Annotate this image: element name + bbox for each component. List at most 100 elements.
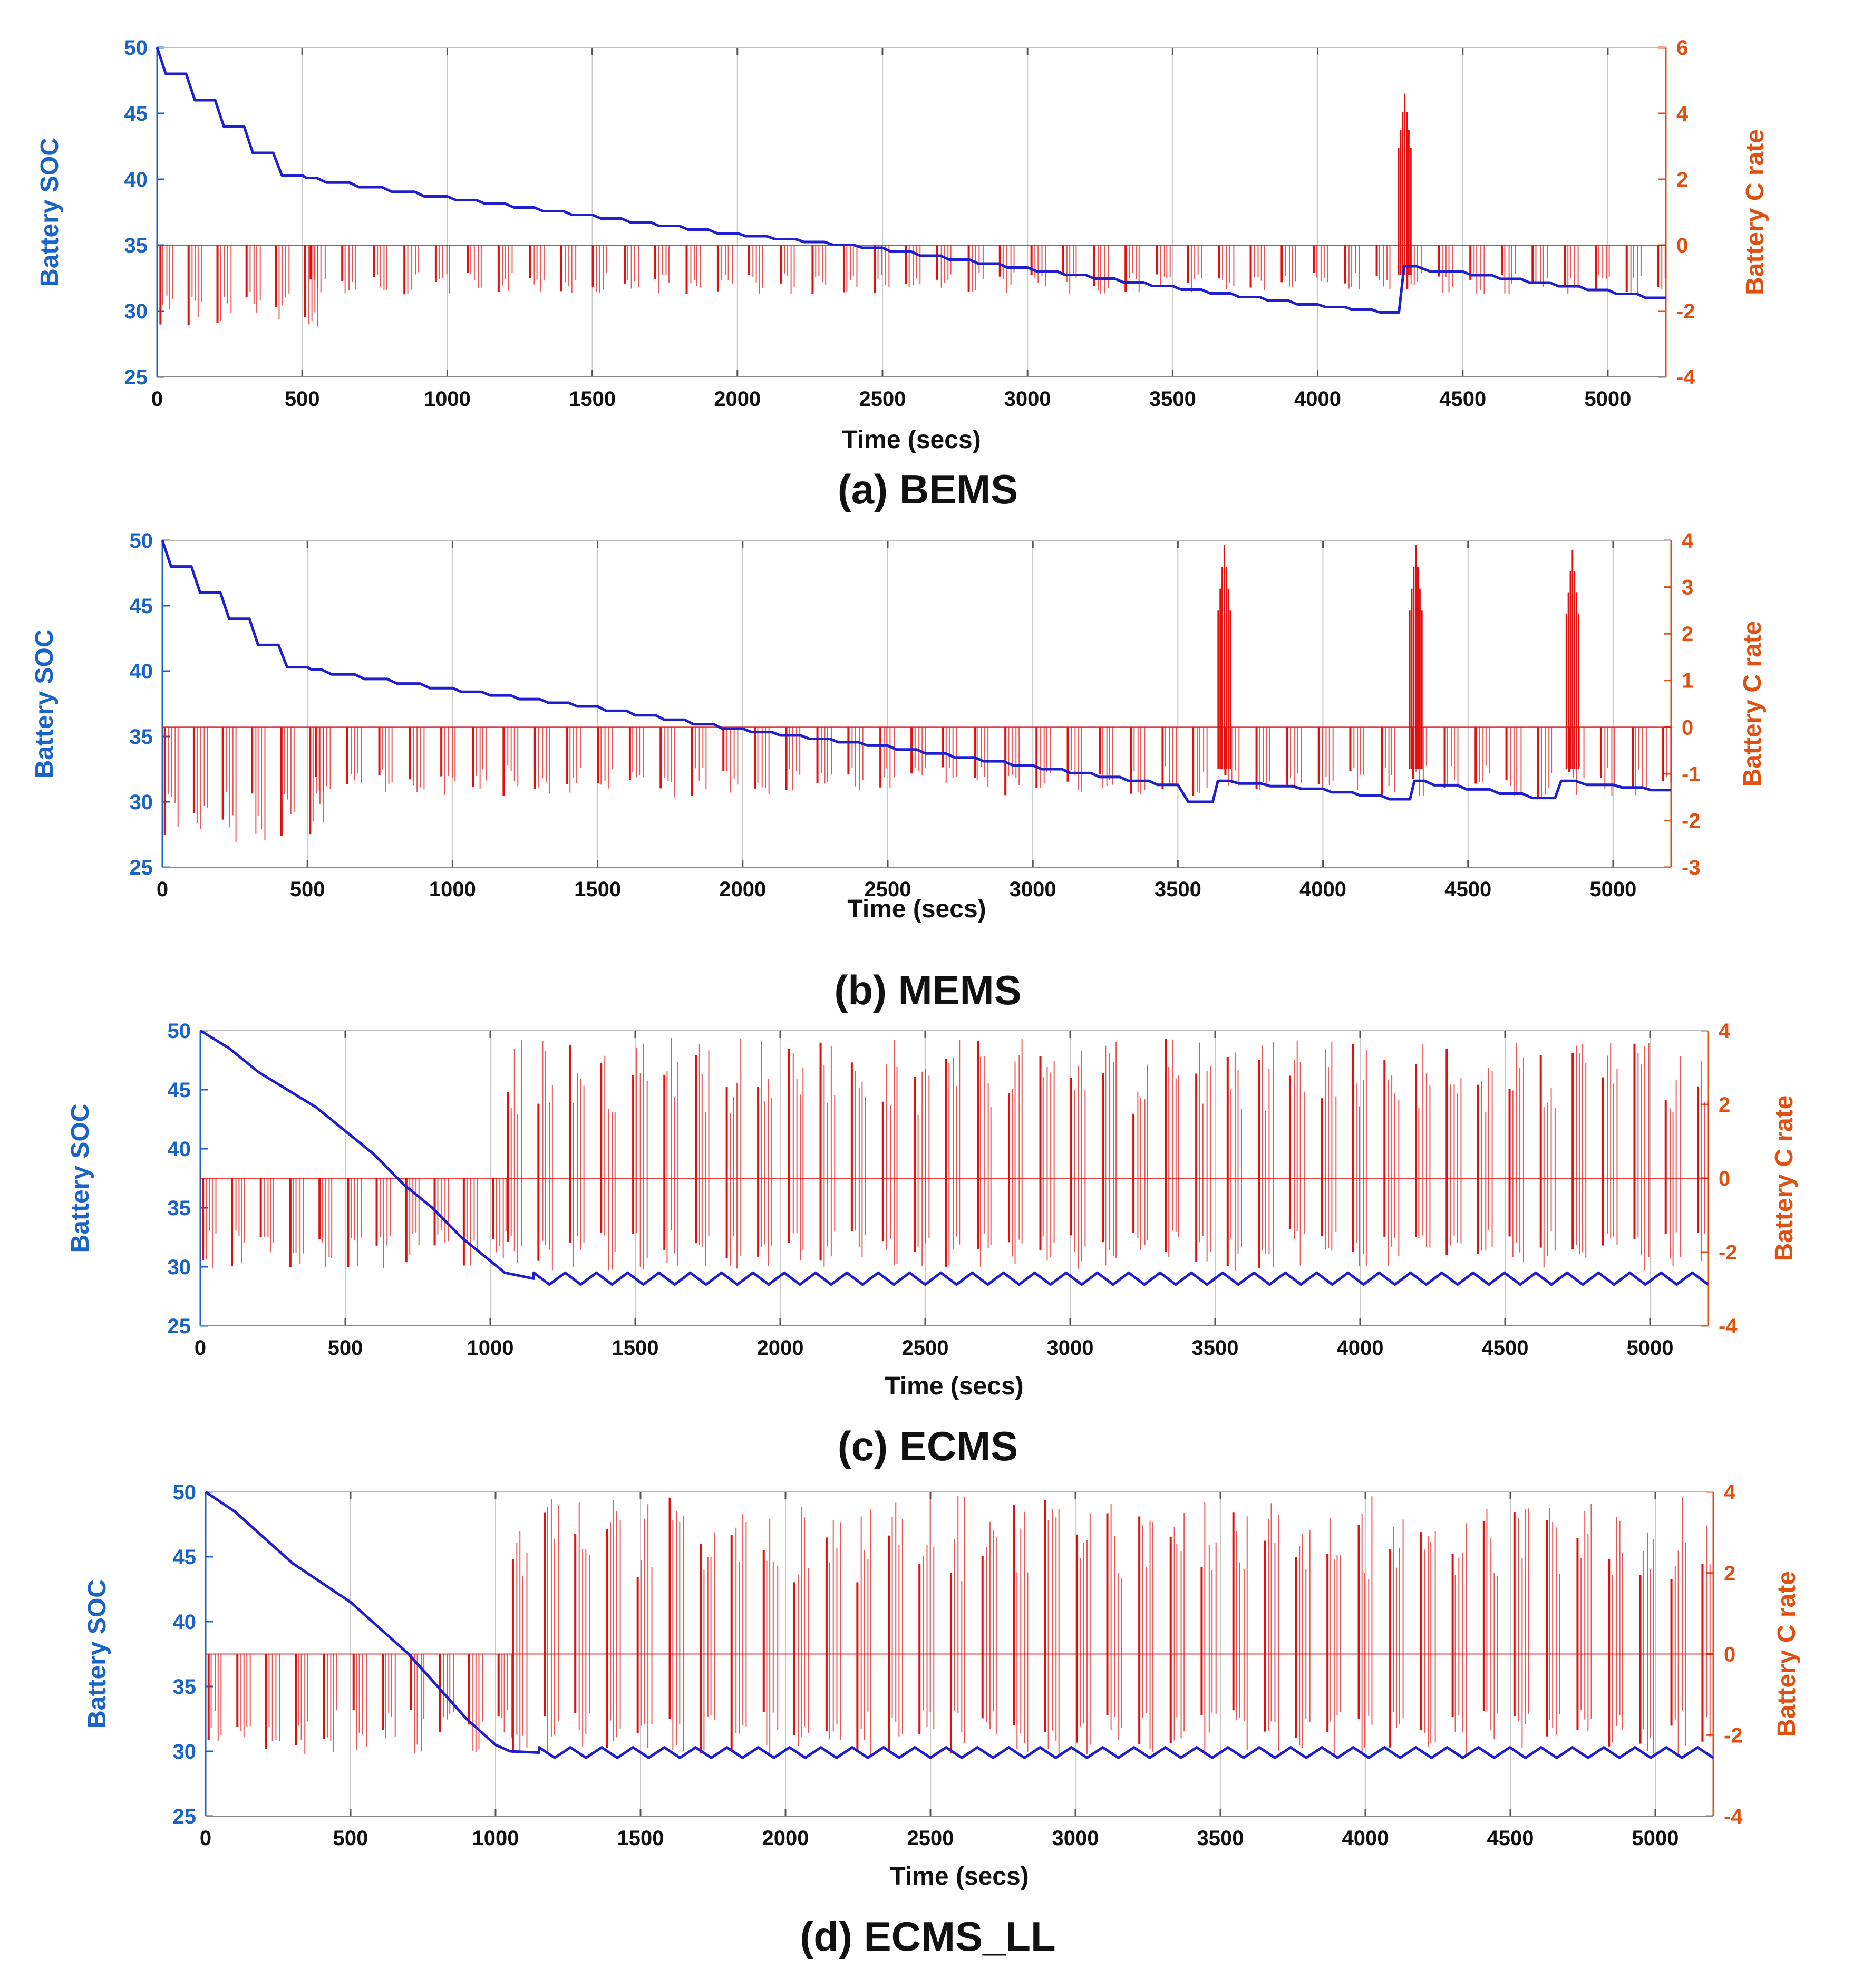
y-left-tick-label: 50 [124, 36, 148, 60]
c-rate-pulse [788, 1049, 804, 1261]
y-left-tick-label: 40 [168, 1138, 191, 1161]
x-tick-label: 4000 [1294, 387, 1341, 411]
c-rate-pulse [1383, 1060, 1400, 1266]
c-rate-pulse [1482, 1509, 1498, 1740]
c-rate-pulse [1508, 1043, 1524, 1263]
chart-caption: (a) BEMS [838, 466, 1018, 512]
c-rate-pulse [236, 1654, 251, 1738]
c-rate-pulse [1035, 727, 1051, 788]
c-rate-pulse [722, 727, 739, 793]
x-axis-title: Time (secs) [847, 895, 986, 923]
x-axis-title: Time (secs) [885, 1372, 1023, 1400]
c-rate-pulse [700, 1532, 715, 1754]
c-rate-pulse [1106, 1504, 1122, 1740]
y-right-tick-label: 2 [1724, 1562, 1735, 1585]
c-rate-pulse [467, 245, 482, 288]
c-rate-pulse [403, 245, 420, 295]
c-rate-pulse [1156, 245, 1171, 287]
c-rate-pulse [1639, 1532, 1654, 1753]
c-rate-pulse [636, 1504, 653, 1748]
c-rate-pulse [216, 245, 232, 323]
c-rate-pulse [1625, 245, 1642, 294]
c-rate-pulse [754, 727, 770, 794]
y-left-tick-label: 35 [168, 1197, 191, 1220]
series-c-rate [157, 93, 1666, 327]
c-rate-pulse [1280, 245, 1296, 288]
c-rate-pulse [881, 1040, 898, 1265]
y-right-tick-label: 0 [1724, 1643, 1735, 1666]
y-right-tick-label: 3 [1682, 576, 1693, 599]
c-rate-pulse [977, 1040, 992, 1267]
c-rate-pulse [945, 1039, 961, 1267]
c-rate-pulse [1218, 245, 1235, 289]
c-rate-pulse [879, 727, 895, 789]
c-rate-pulse [597, 727, 613, 789]
c-rate-pulse [187, 245, 202, 325]
c-rate-pulse [502, 727, 519, 796]
c-rate-pulse [1004, 727, 1020, 796]
c-rate-pulse [1501, 245, 1516, 294]
y-right-tick-label: -4 [1719, 1315, 1738, 1338]
c-rate-pulse [560, 245, 577, 293]
c-rate-pulse [1165, 1039, 1179, 1257]
series-c-rate [162, 545, 1672, 842]
c-rate-pulse [1451, 1523, 1467, 1754]
c-rate-pulse [352, 1654, 367, 1750]
c-rate-pulse [1477, 1068, 1493, 1254]
x-tick-label: 3000 [1010, 878, 1056, 901]
chart-caption: (b) MEMS [834, 967, 1021, 1013]
x-tick-label: 5000 [1632, 1827, 1679, 1850]
c-rate-pulse [685, 245, 701, 294]
c-rate-pulse [1192, 727, 1208, 796]
y-right-tick-label: 4 [1719, 1020, 1731, 1043]
c-rate-pulse [1008, 1039, 1023, 1264]
c-rate-pulse [1576, 1504, 1592, 1731]
c-rate-pulse [159, 245, 173, 325]
y-right-tick-label: 4 [1724, 1481, 1736, 1504]
x-tick-label: 2000 [719, 878, 766, 901]
c-rate-pulse [1317, 727, 1334, 790]
c-rate-pulse [1093, 245, 1109, 294]
c-rate-pulse [725, 1039, 742, 1269]
y-left-tick-label: 35 [124, 234, 148, 257]
y-right-tick-label: 6 [1676, 36, 1688, 60]
c-rate-pulse [207, 1654, 222, 1741]
c-rate-pulse [780, 245, 795, 294]
c-rate-pulse [492, 1178, 507, 1258]
c-rate-pulse [981, 1521, 997, 1734]
c-rate-pulse [1195, 1042, 1211, 1262]
x-tick-label: 4500 [1487, 1827, 1534, 1850]
x-tick-label: 500 [333, 1827, 368, 1850]
y-left-tick-label: 45 [168, 1079, 191, 1102]
c-rate-pulse [1701, 1525, 1711, 1742]
c-rate-pulse [569, 1044, 585, 1267]
c-rate-pulse [378, 727, 393, 792]
c-rate-pulse [341, 245, 356, 294]
x-tick-label: 3500 [1192, 1336, 1239, 1360]
y-left-tick-label: 25 [124, 366, 148, 389]
c-rate-pulse [825, 1520, 841, 1740]
c-rate-pulse [1232, 1512, 1248, 1750]
c-rate-pulse [1546, 1508, 1560, 1737]
x-tick-label: 1500 [612, 1336, 659, 1360]
x-tick-label: 3000 [1004, 387, 1051, 411]
y-left-tick-label: 30 [173, 1740, 197, 1763]
c-rate-pulse [1595, 245, 1610, 292]
c-rate-pulse [918, 1496, 935, 1735]
c-rate-pulse [1200, 1502, 1217, 1756]
c-rate-pulse [1224, 727, 1240, 786]
c-rate-pulse [462, 1178, 478, 1266]
y-left-tick-label: 25 [130, 856, 153, 879]
x-tick-label: 1500 [569, 387, 616, 411]
y-left-tick-label: 30 [124, 300, 148, 323]
c-rate-pulse [793, 1507, 809, 1747]
c-rate-pulse [231, 1178, 245, 1266]
c-rate-pulse [716, 245, 733, 292]
c-rate-pulse [1389, 1519, 1404, 1748]
c-rate-pulse [275, 245, 290, 320]
c-rate-pulse [1099, 727, 1113, 788]
c-rate-pulse [1415, 1044, 1431, 1248]
c-rate-pulse [816, 727, 832, 784]
c-rate-pulse [1161, 727, 1177, 789]
y-right-tick-label: -2 [1724, 1724, 1743, 1747]
